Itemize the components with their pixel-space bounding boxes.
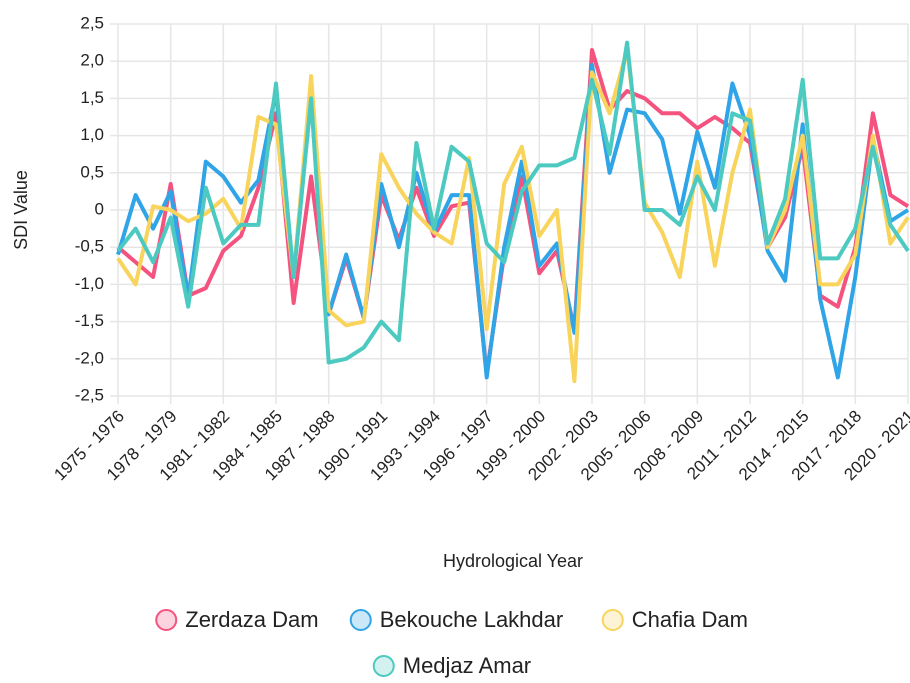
- y-tick-label: -1,5: [75, 311, 104, 330]
- y-tick-label: -0,5: [75, 237, 104, 256]
- legend-label: Bekouche Lakhdar: [380, 607, 563, 632]
- series-line: [116, 62, 910, 380]
- y-tick-label: -2,0: [75, 348, 104, 367]
- legend-label: Medjaz Amar: [403, 653, 531, 678]
- series-line: [116, 40, 910, 365]
- y-tick-label: 2,5: [80, 13, 104, 32]
- legend-marker: [155, 609, 178, 631]
- y-tick-label: 1,0: [80, 125, 104, 144]
- series-line: [116, 48, 910, 384]
- y-tick-label: 2,0: [80, 51, 104, 70]
- legend-label: Chafia Dam: [632, 607, 748, 632]
- y-tick-label: 1,5: [80, 88, 104, 107]
- legend-marker: [349, 609, 372, 631]
- y-tick-label: 0: [95, 199, 104, 218]
- y-axis-title: SDI Value: [11, 170, 31, 250]
- legend-label: Zerdaza Dam: [185, 607, 318, 632]
- y-tick-label: -1,0: [75, 274, 104, 293]
- legend-marker: [601, 609, 624, 631]
- legend-marker: [372, 655, 395, 677]
- y-tick-label: 0,5: [80, 162, 104, 181]
- x-axis-title: Hydrological Year: [443, 551, 583, 571]
- y-tick-label: -2,5: [75, 385, 104, 404]
